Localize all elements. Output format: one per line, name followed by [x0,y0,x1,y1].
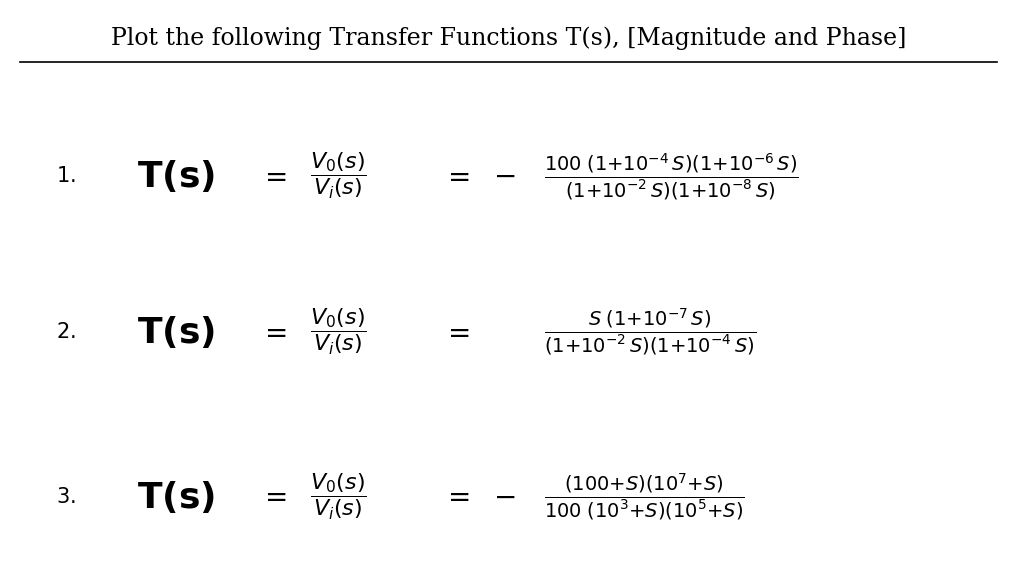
Text: $\mathbf{T}$$\mathbf{(s)}$: $\mathbf{T}$$\mathbf{(s)}$ [137,158,216,195]
Text: $2.$: $2.$ [56,322,75,342]
Text: $\dfrac{V_0(s)}{V_i(s)}$: $\dfrac{V_0(s)}{V_i(s)}$ [310,472,367,522]
Text: $=$: $=$ [259,483,287,510]
Text: $1.$: $1.$ [56,166,75,186]
Text: $=$: $=$ [442,319,470,346]
Text: $\mathbf{T}$$\mathbf{(s)}$: $\mathbf{T}$$\mathbf{(s)}$ [137,479,216,515]
Text: $3.$: $3.$ [56,487,75,507]
Text: $=$: $=$ [442,163,470,190]
Text: $=$: $=$ [259,163,287,190]
Text: $-$: $-$ [493,483,516,510]
Text: $\mathbf{T}$$\mathbf{(s)}$: $\mathbf{T}$$\mathbf{(s)}$ [137,314,216,350]
Text: $\dfrac{V_0(s)}{V_i(s)}$: $\dfrac{V_0(s)}{V_i(s)}$ [310,307,367,358]
Text: $\dfrac{V_0(s)}{V_i(s)}$: $\dfrac{V_0(s)}{V_i(s)}$ [310,151,367,202]
Text: $\dfrac{S\;(1{+}10^{-7}\,S)}{(1{+}10^{-2}\,S)(1{+}10^{-4}\,S)}$: $\dfrac{S\;(1{+}10^{-7}\,S)}{(1{+}10^{-2… [544,307,757,358]
Text: $\dfrac{(100{+}S)(10^{7}{+}S)}{100\;(10^{3}{+}S)(10^{5}{+}S)}$: $\dfrac{(100{+}S)(10^{7}{+}S)}{100\;(10^… [544,472,744,522]
Text: $=$: $=$ [442,483,470,510]
Text: Plot the following Transfer Functions T(s), [Magnitude and Phase]: Plot the following Transfer Functions T(… [111,26,906,50]
Text: $-$: $-$ [493,163,516,190]
Text: $\dfrac{100\;(1{+}10^{-4}\,S)(1{+}10^{-6}\,S)}{(1{+}10^{-2}\,S)(1{+}10^{-8}\,S)}: $\dfrac{100\;(1{+}10^{-4}\,S)(1{+}10^{-6… [544,151,799,202]
Text: $=$: $=$ [259,319,287,346]
